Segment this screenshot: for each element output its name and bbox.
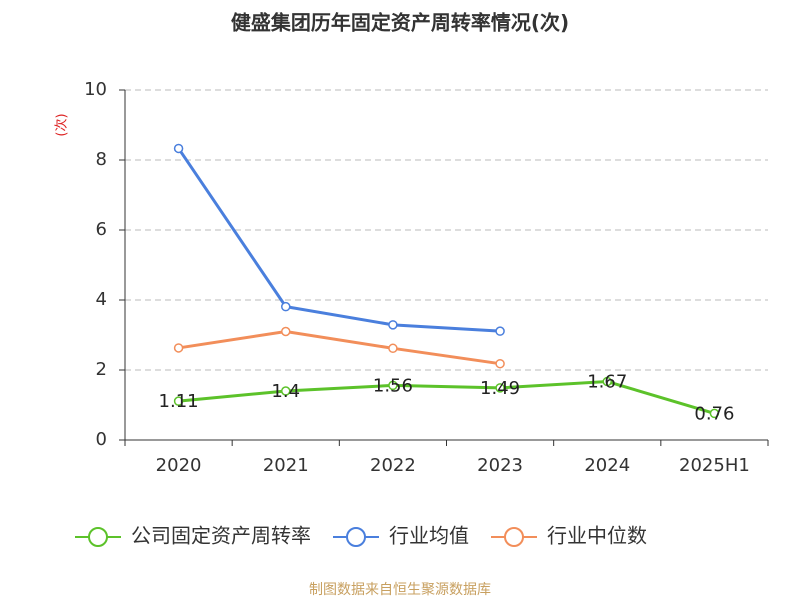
series-line [177, 147, 501, 333]
data-point [173, 143, 184, 154]
y-axis-label: (次) [54, 113, 70, 136]
x-tick-label: 2022 [370, 455, 416, 476]
y-tick-label: 2 [96, 359, 107, 380]
x-tick-label: 2025H1 [679, 455, 750, 476]
x-tick-label: 2024 [584, 455, 630, 476]
data-point [281, 326, 291, 337]
data-point [281, 301, 291, 312]
data-label: 0.76 [694, 403, 734, 424]
series-line [178, 329, 501, 366]
data-point [388, 320, 398, 330]
legend-label: 行业中位数 [547, 524, 647, 548]
series-line [178, 380, 715, 415]
data-point [388, 343, 398, 354]
data-point [281, 386, 291, 396]
legend-marker [504, 527, 524, 547]
y-tick-label: 4 [96, 289, 107, 310]
data-point [173, 343, 184, 353]
data-point [495, 383, 505, 393]
data-label: 1.49 [480, 378, 520, 399]
data-label: 1.4 [271, 381, 300, 402]
data-point [602, 376, 612, 387]
data-point [495, 326, 505, 336]
x-tick-label: 2023 [477, 455, 523, 476]
legend-marker [346, 527, 366, 547]
data-label: 1.11 [159, 391, 199, 412]
legend-marker [88, 527, 108, 547]
data-label: 1.56 [373, 375, 413, 396]
data-point [709, 408, 720, 419]
data-point [495, 358, 505, 369]
data-point [173, 396, 184, 406]
chart-title: 健盛集团历年固定资产周转率情况(次) [231, 11, 569, 35]
data-point [388, 380, 398, 391]
y-tick-label: 0 [96, 429, 107, 450]
source-note: 制图数据来自恒生聚源数据库 [309, 582, 491, 598]
x-tick-label: 2020 [156, 455, 202, 476]
legend-label: 行业均值 [389, 524, 469, 548]
y-tick-label: 8 [96, 149, 107, 170]
data-label: 1.67 [587, 372, 627, 393]
y-tick-label: 10 [84, 79, 107, 100]
x-tick-label: 2021 [263, 455, 309, 476]
legend-label: 公司固定资产周转率 [131, 524, 311, 548]
y-tick-label: 6 [96, 219, 107, 240]
